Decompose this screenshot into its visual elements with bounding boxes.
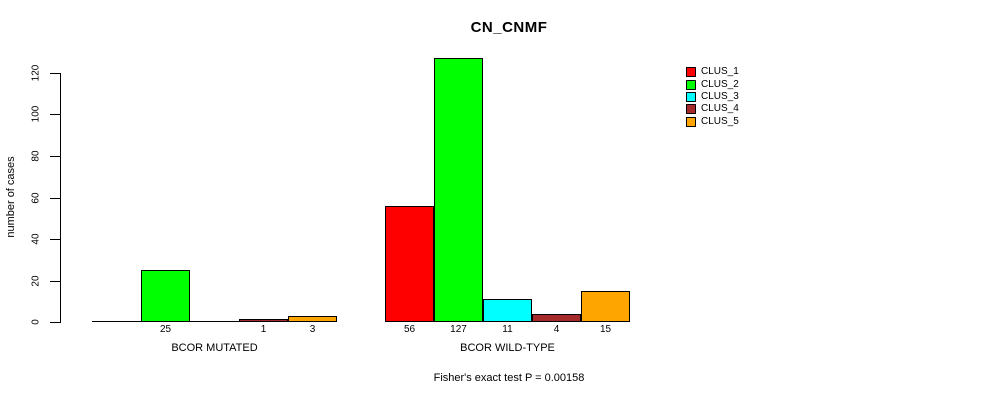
y-tick-0 xyxy=(50,322,60,323)
annotation-fisher-test: Fisher's exact test P = 0.00158 xyxy=(433,372,585,384)
y-tick-80 xyxy=(50,156,60,157)
legend-label-clus-2: CLUS_2 xyxy=(701,78,739,90)
y-tick-label-120: 120 xyxy=(30,64,42,82)
bar-clus-4-bcor-mutated xyxy=(239,319,288,322)
bar-clus-1-bcor-mutated xyxy=(92,321,141,322)
y-tick-label-80: 80 xyxy=(30,150,42,162)
chart-title: CN_CNMF xyxy=(470,19,548,36)
y-tick-label-0: 0 xyxy=(30,319,42,325)
legend-swatch-clus-5 xyxy=(686,116,696,127)
legend-item-clus-3: CLUS_3 xyxy=(686,91,739,103)
legend-item-clus-2: CLUS_2 xyxy=(686,78,739,90)
legend-label-clus-5: CLUS_5 xyxy=(701,115,739,127)
bar-value-label-clus-4-bcor-wild-type: 4 xyxy=(553,324,560,335)
y-axis-line xyxy=(60,73,61,323)
y-tick-60 xyxy=(50,198,60,199)
bar-clus-3-bcor-mutated xyxy=(190,321,239,322)
bar-value-label-clus-1-bcor-wild-type: 56 xyxy=(403,324,416,335)
y-tick-label-60: 60 xyxy=(30,192,42,204)
legend-label-clus-1: CLUS_1 xyxy=(701,66,739,78)
legend-label-clus-4: CLUS_4 xyxy=(701,103,739,115)
y-tick-100 xyxy=(50,114,60,115)
y-tick-120 xyxy=(50,73,60,74)
bar-clus-4-bcor-wild-type xyxy=(532,314,581,322)
bar-clus-5-bcor-mutated xyxy=(288,316,337,322)
legend-label-clus-3: CLUS_3 xyxy=(701,90,739,102)
bar-clus-1-bcor-wild-type xyxy=(385,206,434,322)
group-label-bcor-wild-type: BCOR WILD-TYPE xyxy=(460,342,555,354)
y-tick-20 xyxy=(50,281,60,282)
legend-swatch-clus-3 xyxy=(686,91,696,102)
y-tick-label-40: 40 xyxy=(30,233,42,245)
bar-value-label-clus-5-bcor-wild-type: 15 xyxy=(599,324,612,335)
bar-value-label-clus-4-bcor-mutated: 1 xyxy=(260,324,267,335)
bar-value-label-clus-3-bcor-wild-type: 11 xyxy=(502,324,513,335)
legend-item-clus-5: CLUS_5 xyxy=(686,116,739,128)
y-tick-label-100: 100 xyxy=(30,105,42,123)
group-label-bcor-mutated: BCOR MUTATED xyxy=(171,342,258,354)
bar-clus-2-bcor-mutated xyxy=(141,270,190,322)
bar-value-label-clus-2-bcor-wild-type: 127 xyxy=(450,324,467,335)
bar-value-label-clus-2-bcor-mutated: 25 xyxy=(159,324,172,335)
legend-swatch-clus-1 xyxy=(686,67,696,78)
legend-swatch-clus-4 xyxy=(686,104,696,115)
legend: CLUS_1 CLUS_2 CLUS_3 CLUS_4 CLUS_5 xyxy=(686,66,739,128)
bar-clus-3-bcor-wild-type xyxy=(483,299,532,322)
y-axis-label: number of cases xyxy=(5,156,17,238)
legend-item-clus-1: CLUS_1 xyxy=(686,66,739,78)
legend-item-clus-4: CLUS_4 xyxy=(686,103,739,115)
bar-value-label-clus-5-bcor-mutated: 3 xyxy=(309,324,316,335)
bar-clus-5-bcor-wild-type xyxy=(581,291,630,322)
y-tick-label-20: 20 xyxy=(30,275,42,287)
legend-swatch-clus-2 xyxy=(686,79,696,90)
y-tick-40 xyxy=(50,239,60,240)
bar-clus-2-bcor-wild-type xyxy=(434,58,483,322)
